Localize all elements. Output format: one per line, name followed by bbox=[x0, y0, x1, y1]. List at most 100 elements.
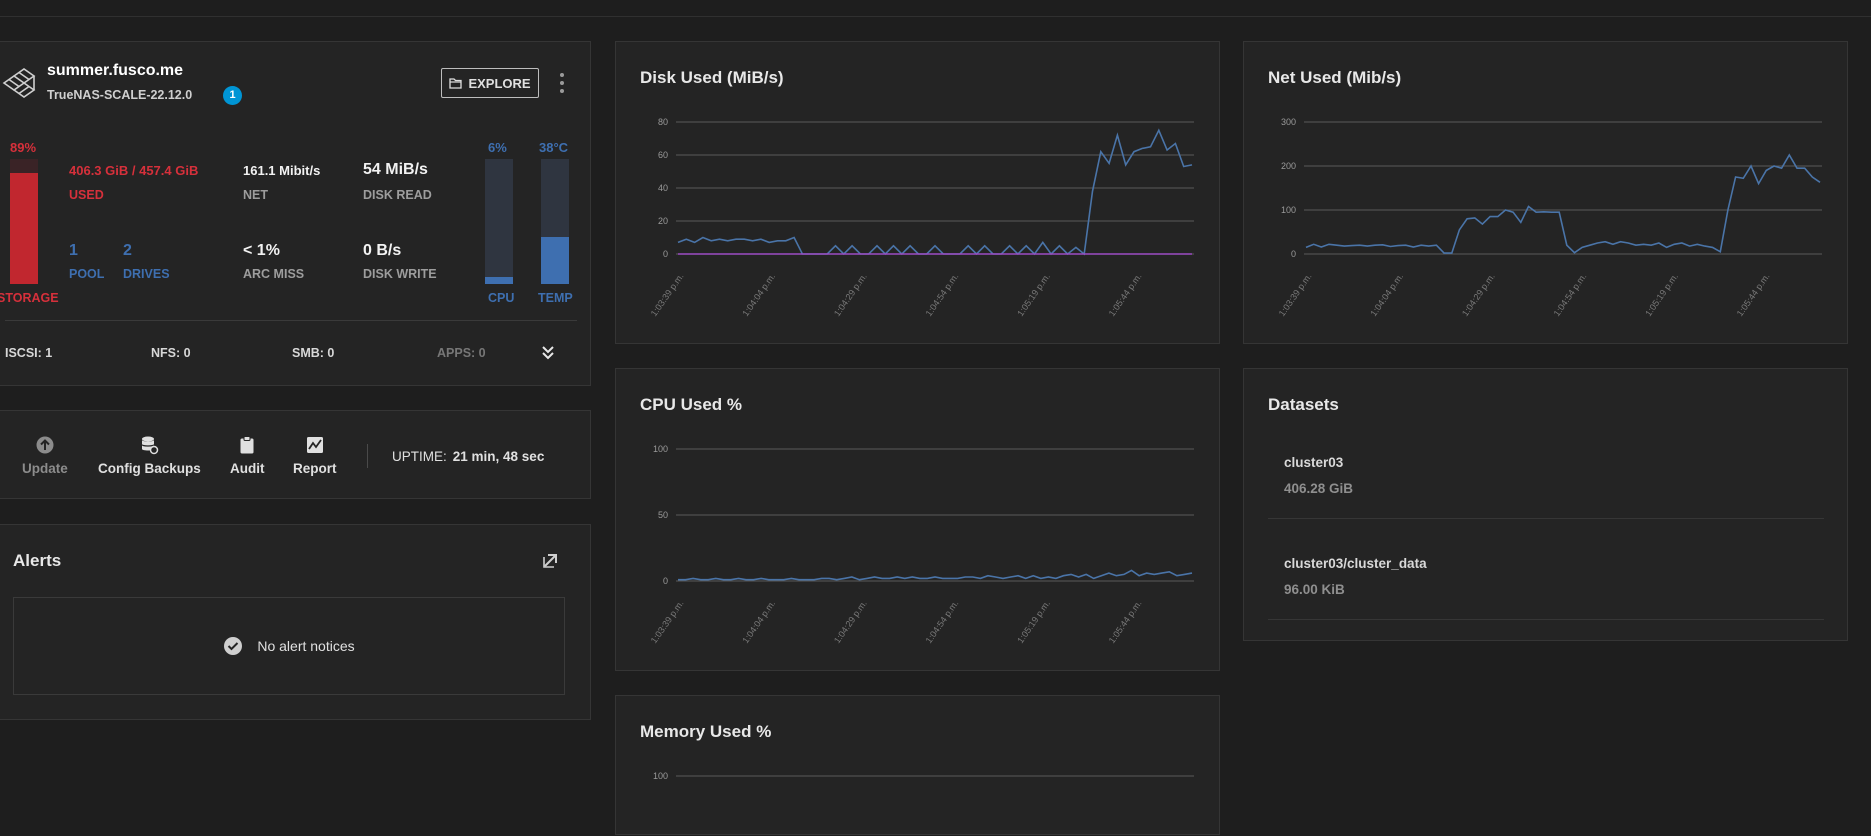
memory-used-chart: 100 bbox=[653, 771, 1194, 781]
x-tick-label: 1:03:39 p.m. bbox=[649, 271, 686, 318]
x-tick-label: 1:05:44 p.m. bbox=[1107, 598, 1144, 645]
memory-used-chart-card: Memory Used % 100 bbox=[615, 695, 1220, 835]
arc-miss-value: < 1% bbox=[243, 242, 280, 259]
temp-value: 38°C bbox=[539, 140, 569, 155]
x-tick-label: 1:05:19 p.m. bbox=[1643, 271, 1680, 318]
used-label: USED bbox=[69, 188, 104, 202]
y-tick-label: 300 bbox=[1281, 117, 1296, 127]
x-tick-label: 1:04:29 p.m. bbox=[832, 598, 869, 645]
update-badge[interactable]: 1 bbox=[223, 86, 242, 105]
temp-bar bbox=[541, 159, 569, 284]
chart-report-icon bbox=[306, 437, 323, 453]
config-backups-label: Config Backups bbox=[98, 461, 201, 476]
dataset-item[interactable]: cluster03/cluster_data 96.00 KiB bbox=[1268, 520, 1824, 620]
audit-button[interactable]: Audit bbox=[230, 435, 265, 476]
folder-icon bbox=[449, 77, 463, 89]
truenas-logo-icon bbox=[2, 68, 36, 98]
x-tick-label: 1:03:39 p.m. bbox=[1277, 271, 1314, 318]
y-tick-label: 20 bbox=[658, 216, 668, 226]
alerts-title: Alerts bbox=[13, 551, 62, 570]
top-bar bbox=[0, 0, 1871, 17]
alerts-card: Alerts No alert notices bbox=[0, 524, 591, 720]
service-smb[interactable]: SMB: 0 bbox=[292, 346, 335, 360]
version-label: TrueNAS-SCALE-22.12.0 bbox=[47, 88, 193, 102]
storage-bar bbox=[10, 159, 38, 284]
net-chart-title: Net Used (Mib/s) bbox=[1268, 68, 1402, 87]
net-used-chart-card: Net Used (Mib/s) 0 100 200 300 1:03:39 p.m. 1… bbox=[1243, 41, 1848, 344]
disk-read-label: DISK READ bbox=[363, 188, 432, 202]
used-value: 406.3 GiB / 457.4 GiB bbox=[69, 163, 199, 178]
cpu-used-chart: 0 50 100 1:03:39 p.m. 1:04:04 p.m. 1:04:29 p.… bbox=[649, 444, 1194, 645]
cpu-percent: 6% bbox=[488, 140, 507, 155]
x-tick-label: 1:04:29 p.m. bbox=[1460, 271, 1497, 318]
cpu-chart-title: CPU Used % bbox=[640, 395, 743, 414]
temp-label: TEMP bbox=[538, 291, 573, 305]
pool-count: 1 bbox=[69, 242, 78, 259]
divider bbox=[5, 320, 577, 321]
dataset-item[interactable]: cluster03 406.28 GiB bbox=[1268, 419, 1824, 519]
alerts-empty-state: No alert notices bbox=[13, 597, 565, 695]
y-tick-label: 50 bbox=[658, 510, 668, 520]
arc-miss-label: ARC MISS bbox=[243, 267, 305, 281]
y-tick-label: 40 bbox=[658, 183, 668, 193]
uptime: UPTIME: 21 min, 48 sec bbox=[392, 449, 544, 464]
actions-card: Update Config Backups Audit Report UPTIM… bbox=[0, 410, 591, 499]
report-label: Report bbox=[293, 461, 337, 476]
report-button[interactable]: Report bbox=[293, 435, 337, 476]
x-tick-label: 1:04:54 p.m. bbox=[924, 598, 961, 645]
uptime-value: 21 min, 48 sec bbox=[452, 449, 545, 464]
y-tick-label: 80 bbox=[658, 117, 668, 127]
open-in-new-icon[interactable] bbox=[542, 551, 560, 569]
datasets-card: Datasets cluster03 406.28 GiB cluster03/… bbox=[1243, 368, 1848, 641]
service-nfs[interactable]: NFS: 0 bbox=[151, 346, 191, 360]
disk-used-chart: 0 20 40 60 80 1:03:39 p.m. 1:04:04 p.m. 1:04:29… bbox=[649, 117, 1194, 318]
disk-write-label: DISK WRITE bbox=[363, 267, 437, 281]
divider bbox=[367, 444, 368, 468]
drives-count: 2 bbox=[123, 242, 132, 259]
upload-circle-icon bbox=[36, 436, 54, 454]
y-tick-label: 100 bbox=[1281, 205, 1296, 215]
more-options-icon[interactable] bbox=[555, 71, 569, 95]
series-line-cpu bbox=[678, 569, 1193, 581]
disk-write-value: 0 B/s bbox=[363, 242, 402, 259]
x-tick-label: 1:04:54 p.m. bbox=[924, 271, 961, 318]
net-used-chart: 0 100 200 300 1:03:39 p.m. 1:04:04 p.m. 1:04:2… bbox=[1277, 117, 1822, 318]
explore-label: EXPLORE bbox=[468, 75, 531, 91]
y-tick-label: 100 bbox=[653, 444, 668, 454]
uptime-label: UPTIME: bbox=[392, 449, 447, 464]
x-tick-label: 1:05:19 p.m. bbox=[1015, 598, 1052, 645]
x-tick-label: 1:04:04 p.m. bbox=[1368, 271, 1405, 318]
y-tick-label: 0 bbox=[663, 576, 668, 586]
disk-chart-title: Disk Used (MiB/s) bbox=[640, 68, 784, 87]
cpu-label: CPU bbox=[488, 291, 515, 305]
config-backups-button[interactable]: Config Backups bbox=[98, 435, 201, 476]
memory-chart-title: Memory Used % bbox=[640, 722, 772, 741]
dataset-name: cluster03 bbox=[1284, 455, 1344, 470]
y-tick-label: 200 bbox=[1281, 161, 1296, 171]
x-tick-label: 1:04:04 p.m. bbox=[740, 598, 777, 645]
update-button[interactable]: Update bbox=[22, 435, 68, 476]
hostname: summer.fusco.me bbox=[47, 62, 184, 79]
explore-button[interactable]: EXPLORE bbox=[441, 68, 539, 98]
x-tick-label: 1:04:54 p.m. bbox=[1552, 271, 1589, 318]
update-label: Update bbox=[22, 461, 68, 476]
net-value: 161.1 Mibit/s bbox=[243, 163, 321, 178]
system-info-card: summer.fusco.me TrueNAS-SCALE-22.12.0 1 … bbox=[0, 41, 591, 386]
service-apps[interactable]: APPS: 0 bbox=[437, 346, 486, 360]
drives-label: DRIVES bbox=[123, 267, 170, 281]
check-circle-icon bbox=[224, 637, 243, 655]
expand-more-icon[interactable] bbox=[539, 344, 557, 362]
datasets-title: Datasets bbox=[1268, 395, 1339, 414]
x-tick-label: 1:03:39 p.m. bbox=[649, 598, 686, 645]
dataset-name: cluster03/cluster_data bbox=[1284, 556, 1427, 571]
y-tick-label: 100 bbox=[653, 771, 668, 781]
x-tick-label: 1:04:29 p.m. bbox=[832, 271, 869, 318]
x-tick-label: 1:05:44 p.m. bbox=[1107, 271, 1144, 318]
storage-percent: 89% bbox=[10, 140, 37, 155]
cpu-bar-fill bbox=[485, 276, 513, 284]
y-tick-label: 0 bbox=[1291, 249, 1296, 259]
service-iscsi[interactable]: ISCSI: 1 bbox=[5, 346, 53, 360]
no-alerts-text: No alert notices bbox=[257, 638, 355, 654]
x-tick-label: 1:05:44 p.m. bbox=[1735, 271, 1772, 318]
audit-label: Audit bbox=[230, 461, 265, 476]
